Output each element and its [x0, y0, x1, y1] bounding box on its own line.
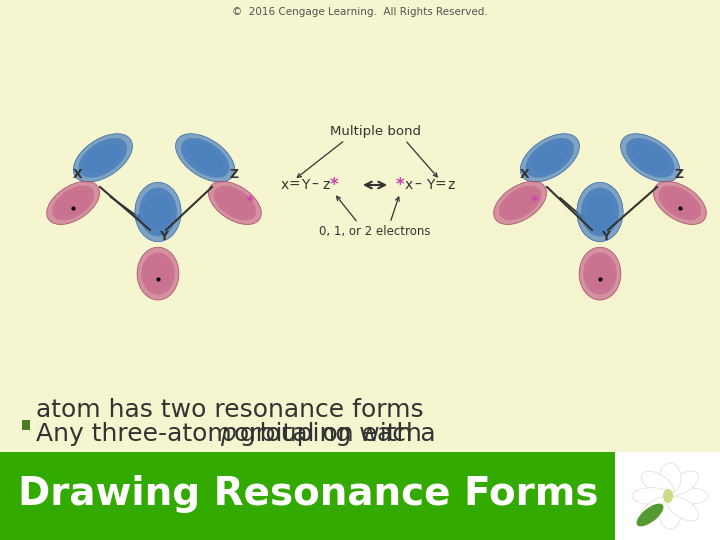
Ellipse shape	[505, 191, 535, 215]
Ellipse shape	[58, 191, 88, 215]
Ellipse shape	[659, 499, 681, 529]
Ellipse shape	[532, 143, 567, 172]
Text: Y: Y	[601, 231, 611, 244]
Ellipse shape	[632, 143, 668, 172]
Ellipse shape	[636, 504, 663, 526]
Ellipse shape	[667, 497, 699, 521]
Text: Drawing Resonance Forms: Drawing Resonance Forms	[18, 475, 598, 513]
Ellipse shape	[499, 186, 541, 220]
Text: –: –	[415, 178, 421, 192]
Ellipse shape	[581, 187, 619, 237]
Text: *: *	[246, 195, 253, 211]
Text: atom has two resonance forms: atom has two resonance forms	[36, 398, 423, 422]
Text: Any three-atom grouping with a: Any three-atom grouping with a	[36, 422, 444, 446]
Ellipse shape	[641, 471, 673, 495]
Ellipse shape	[176, 134, 235, 182]
Text: z: z	[447, 178, 455, 192]
Ellipse shape	[144, 194, 172, 230]
Text: *: *	[396, 176, 405, 194]
Ellipse shape	[588, 259, 611, 288]
Text: Y: Y	[301, 178, 309, 192]
Text: 0, 1, or 2 electrons: 0, 1, or 2 electrons	[319, 226, 431, 239]
Ellipse shape	[52, 186, 94, 220]
Text: *: *	[330, 176, 338, 194]
Ellipse shape	[208, 181, 261, 225]
Ellipse shape	[214, 186, 256, 220]
Ellipse shape	[577, 183, 623, 242]
Ellipse shape	[141, 253, 175, 295]
Text: p: p	[220, 422, 236, 446]
Bar	[0, 452, 720, 540]
Ellipse shape	[146, 259, 169, 288]
Ellipse shape	[135, 183, 181, 242]
Ellipse shape	[659, 186, 701, 220]
Text: Z: Z	[230, 167, 238, 180]
Ellipse shape	[47, 181, 99, 225]
Ellipse shape	[137, 247, 179, 300]
Text: x: x	[281, 178, 289, 192]
Bar	[615, 452, 720, 540]
Ellipse shape	[621, 134, 680, 182]
Ellipse shape	[526, 138, 574, 178]
Ellipse shape	[659, 463, 681, 493]
Text: Y: Y	[426, 178, 434, 192]
Ellipse shape	[181, 138, 230, 178]
Ellipse shape	[220, 191, 249, 215]
Text: *: *	[531, 195, 539, 211]
Ellipse shape	[187, 143, 223, 172]
Ellipse shape	[665, 191, 694, 215]
Text: Y: Y	[160, 231, 168, 244]
Text: =: =	[288, 178, 300, 192]
Text: X: X	[73, 167, 83, 180]
Text: =: =	[434, 178, 446, 192]
Ellipse shape	[583, 253, 617, 295]
Ellipse shape	[653, 181, 706, 225]
Ellipse shape	[663, 489, 673, 503]
Text: –: –	[312, 178, 318, 192]
Text: X: X	[520, 167, 530, 180]
Ellipse shape	[494, 181, 546, 225]
Ellipse shape	[139, 187, 177, 237]
Ellipse shape	[641, 497, 673, 521]
Text: Z: Z	[675, 167, 683, 180]
Ellipse shape	[73, 134, 132, 182]
Ellipse shape	[668, 488, 708, 504]
Text: orbital on each: orbital on each	[226, 422, 422, 446]
Bar	[22, 420, 30, 430]
Ellipse shape	[521, 134, 580, 182]
Ellipse shape	[78, 138, 127, 178]
Ellipse shape	[586, 194, 614, 230]
Ellipse shape	[667, 471, 699, 495]
Text: z: z	[323, 178, 330, 192]
Text: x: x	[405, 178, 413, 192]
Ellipse shape	[85, 143, 121, 172]
Ellipse shape	[579, 247, 621, 300]
Ellipse shape	[632, 488, 672, 504]
Text: ©  2016 Cengage Learning.  All Rights Reserved.: © 2016 Cengage Learning. All Rights Rese…	[232, 7, 488, 17]
Text: Multiple bond: Multiple bond	[330, 125, 420, 138]
Ellipse shape	[626, 138, 675, 178]
